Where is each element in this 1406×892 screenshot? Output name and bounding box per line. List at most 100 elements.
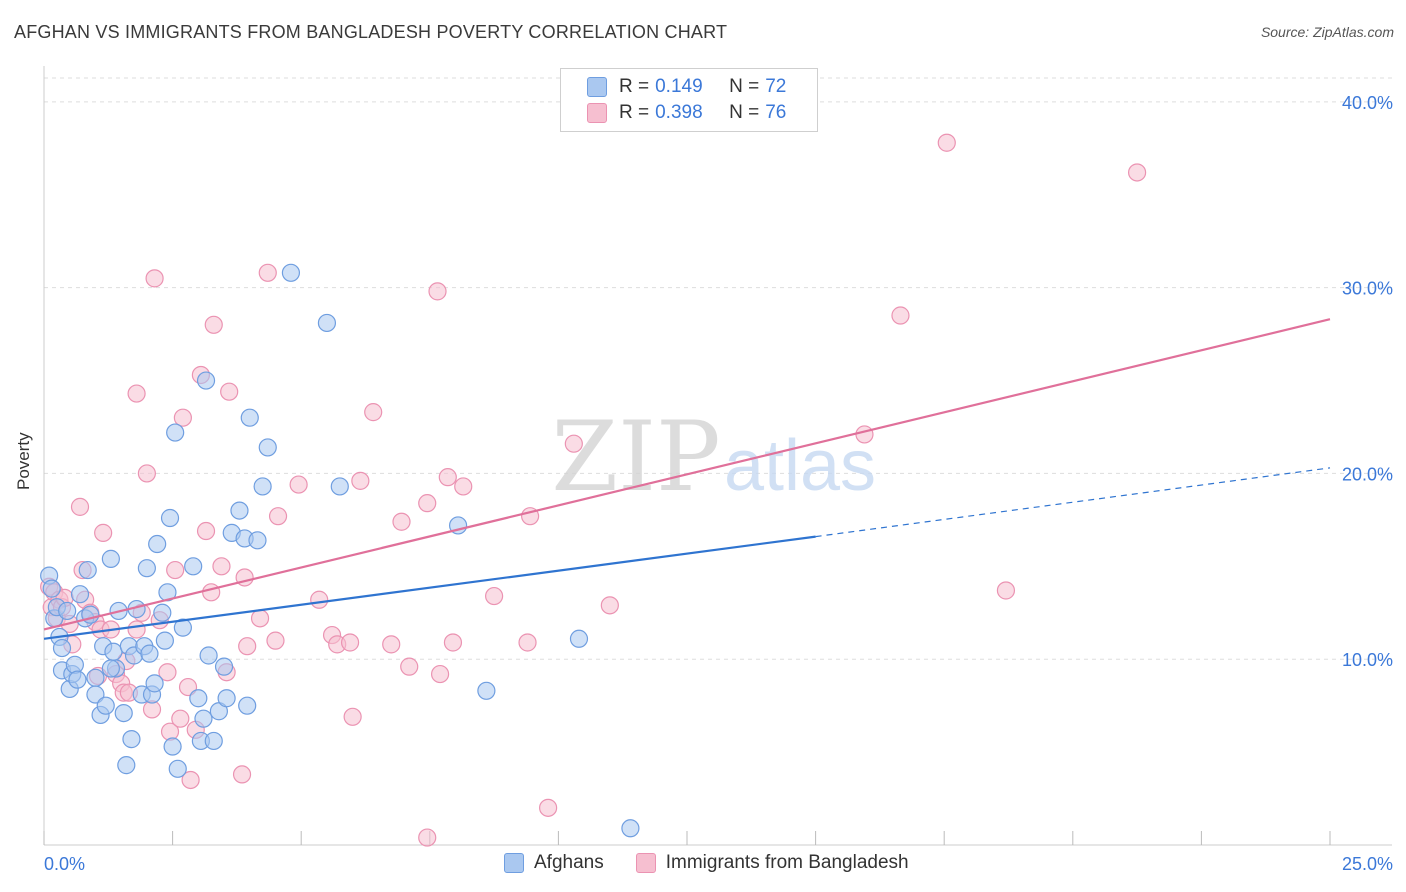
data-point xyxy=(58,601,77,621)
legend-swatch-blue xyxy=(504,853,524,873)
x-tick-label: 25.0% xyxy=(1342,854,1393,874)
stats-legend: R = 0.149 N = 72 R = 0.398 N = 76 xyxy=(560,68,818,132)
data-point xyxy=(173,408,192,427)
data-point xyxy=(212,557,231,576)
data-point xyxy=(122,730,141,749)
data-point xyxy=(70,585,90,604)
data-point xyxy=(477,681,496,700)
data-point xyxy=(454,477,473,496)
data-point xyxy=(168,759,187,778)
data-point xyxy=(86,668,105,687)
data-point xyxy=(137,559,156,578)
data-point xyxy=(42,579,61,598)
data-point xyxy=(232,765,252,784)
data-point xyxy=(117,756,136,775)
data-point xyxy=(52,638,72,658)
data-point xyxy=(160,508,180,528)
data-point xyxy=(518,633,537,652)
legend-n-value: 72 xyxy=(765,76,787,97)
data-point xyxy=(220,382,239,401)
data-point xyxy=(153,603,172,622)
data-point xyxy=(194,709,213,728)
data-point xyxy=(184,557,203,576)
data-point xyxy=(145,269,164,288)
data-point xyxy=(330,477,349,496)
legend-label-bangladesh: Immigrants from Bangladesh xyxy=(665,852,909,873)
series-afghans-points xyxy=(40,263,640,838)
data-point xyxy=(937,133,956,152)
data-point xyxy=(250,609,270,628)
data-point xyxy=(248,531,267,550)
data-point xyxy=(196,521,216,541)
data-point xyxy=(178,677,198,697)
legend-r-label: R = xyxy=(619,76,650,97)
data-point xyxy=(86,685,105,704)
legend-r-label: R = xyxy=(619,102,650,123)
data-point xyxy=(382,635,401,654)
legend-n-label: N = xyxy=(729,76,760,97)
data-point xyxy=(68,670,87,689)
data-point xyxy=(65,655,84,674)
source-label: Source: ZipAtlas.com xyxy=(1260,24,1394,40)
data-point xyxy=(199,646,218,665)
data-point xyxy=(163,737,182,756)
data-point xyxy=(438,468,457,487)
y-tick-label: 20.0% xyxy=(1342,464,1393,484)
data-point xyxy=(238,637,257,656)
data-point xyxy=(204,315,223,334)
watermark-zip: ZIP xyxy=(551,401,720,513)
data-point xyxy=(266,631,285,650)
trend-lines xyxy=(43,318,1331,640)
y-tick-label: 30.0% xyxy=(1342,279,1393,299)
data-point xyxy=(196,371,216,390)
data-point xyxy=(569,629,589,648)
legend-label-afghans: Afghans xyxy=(534,852,604,873)
series-legend: Afghans Immigrants from Bangladesh xyxy=(504,852,941,874)
data-point xyxy=(443,633,463,652)
data-point xyxy=(148,534,167,554)
data-point xyxy=(289,475,308,494)
data-point xyxy=(258,438,277,457)
data-point xyxy=(127,620,146,639)
y-tick-label: 10.0% xyxy=(1342,650,1393,670)
trend-line-afghans xyxy=(43,535,816,640)
data-point xyxy=(70,497,90,516)
legend-row-bangladesh: R = 0.398 N = 76 xyxy=(587,101,786,125)
data-point xyxy=(238,696,257,715)
data-point xyxy=(204,731,223,751)
data-point xyxy=(343,707,362,726)
data-point xyxy=(158,663,177,682)
legend-n-label: N = xyxy=(729,102,760,123)
legend-item-bangladesh[interactable]: Immigrants from Bangladesh xyxy=(635,852,909,874)
data-point xyxy=(310,590,329,609)
data-point xyxy=(418,494,437,513)
data-point xyxy=(171,709,190,728)
data-point xyxy=(127,384,146,403)
data-point xyxy=(101,549,120,568)
data-point xyxy=(317,313,337,333)
legend-row-afghans: R = 0.149 N = 72 xyxy=(587,75,786,99)
data-point xyxy=(96,696,115,715)
data-point xyxy=(855,425,874,444)
legend-item-afghans[interactable]: Afghans xyxy=(504,852,604,874)
data-point xyxy=(400,657,419,676)
data-point xyxy=(430,664,450,684)
data-point xyxy=(281,263,301,282)
data-point xyxy=(94,523,113,542)
legend-swatch-blue xyxy=(587,77,607,97)
legend-r-value: 0.149 xyxy=(655,76,703,97)
data-point xyxy=(351,471,370,490)
data-point xyxy=(600,596,619,615)
data-point xyxy=(428,282,447,301)
data-point xyxy=(418,828,437,847)
y-tick-label: 40.0% xyxy=(1342,93,1393,113)
data-point xyxy=(621,819,640,838)
data-point xyxy=(268,507,288,526)
watermark: ZIP atlas xyxy=(551,401,876,513)
data-point xyxy=(181,770,200,790)
data-point xyxy=(78,560,97,580)
data-point xyxy=(258,263,277,282)
data-point xyxy=(145,674,164,693)
data-point xyxy=(137,464,156,483)
